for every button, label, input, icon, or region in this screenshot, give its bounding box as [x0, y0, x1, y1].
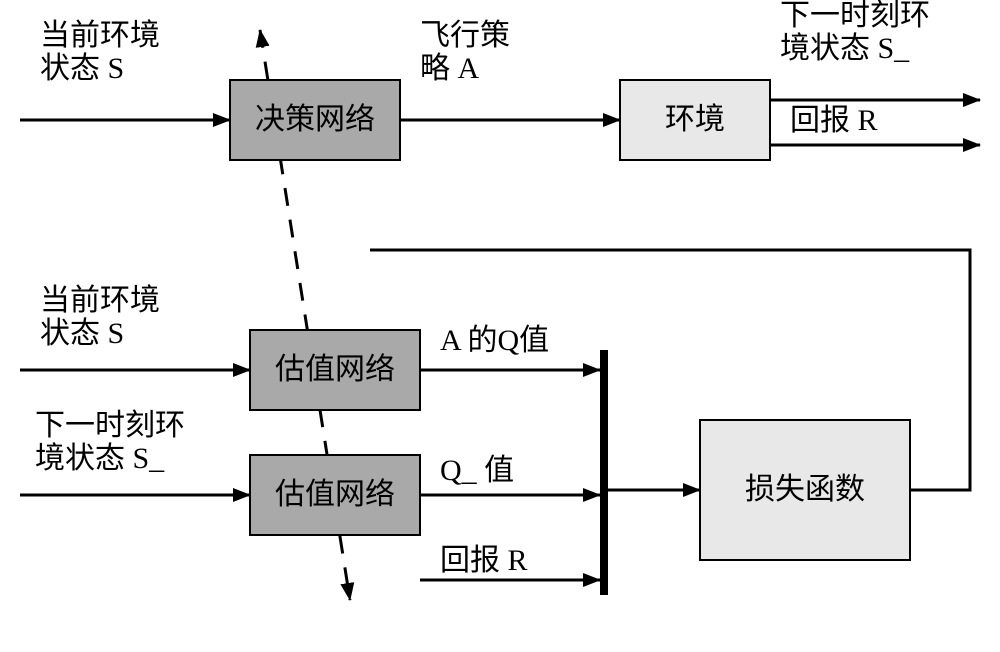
label-lbl_next_state_mid: 下一时刻环境状态 S_	[35, 409, 185, 475]
diagram-canvas: 决策网络环境估值网络估值网络损失函数当前环境状态 S飞行策略 A下一时刻环境状态…	[0, 0, 1000, 652]
node-value_net_2: 估值网络	[250, 455, 420, 535]
node-label-value_net_1: 估值网络	[275, 353, 395, 386]
node-decision_net: 决策网络	[230, 80, 400, 160]
label-lbl_q_next: Q_ 值	[440, 454, 514, 487]
label-lbl_next_state_top: 下一时刻环境状态 S_	[780, 0, 930, 65]
node-label-loss_fn: 损失函数	[745, 473, 865, 506]
node-value_net_1: 估值网络	[250, 330, 420, 410]
node-environ: 环境	[620, 80, 770, 160]
node-label-environ: 环境	[665, 103, 725, 136]
label-lbl_reward_top: 回报 R	[790, 104, 878, 137]
label-lbl_state_mid: 当前环境状态 S	[40, 284, 160, 350]
node-label-decision_net: 决策网络	[255, 103, 375, 136]
node-label-value_net_2: 估值网络	[275, 478, 395, 511]
node-loss_fn: 损失函数	[700, 420, 910, 560]
label-lbl_reward_bottom: 回报 R	[440, 544, 528, 577]
label-lbl_policy_a: 飞行策略 A	[420, 19, 510, 85]
label-lbl_state_top: 当前环境状态 S	[40, 19, 160, 85]
label-lbl_q_of_a: A 的Q值	[440, 324, 549, 357]
